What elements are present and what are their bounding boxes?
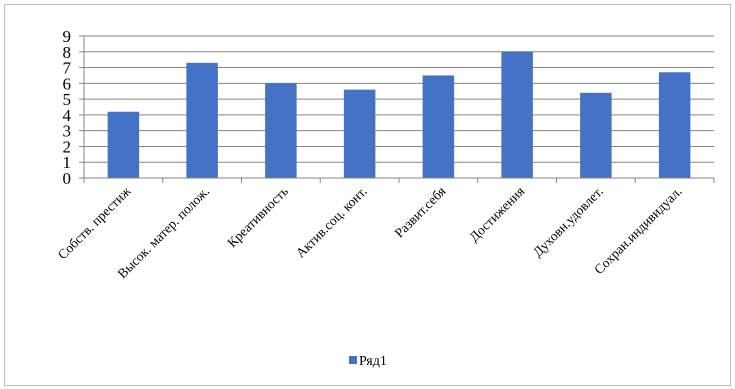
x-tick-label: Креативность <box>224 184 291 251</box>
x-tick-label: Духовн.удовлет. <box>530 184 606 260</box>
axes <box>83 36 715 183</box>
bar <box>186 62 218 179</box>
y-tick-label: 4 <box>63 106 72 125</box>
x-tick-label: Развит.себя <box>392 184 449 241</box>
gridlines <box>79 35 714 179</box>
y-tick-label: 3 <box>63 122 72 141</box>
y-tick-label: 9 <box>63 27 72 46</box>
legend-label: Ряд1 <box>359 354 387 369</box>
bar <box>265 83 297 178</box>
legend: Ряд1 <box>349 354 387 369</box>
y-tick-label: 0 <box>63 169 72 188</box>
x-tick-label: Достижения <box>466 184 527 245</box>
y-tick-label: 1 <box>63 153 72 172</box>
x-tick-label: Актив.соц. конт. <box>293 184 370 261</box>
legend-swatch <box>349 356 357 364</box>
bars <box>107 51 691 179</box>
x-tick-label: Собств. престиж <box>55 183 134 262</box>
bar <box>580 92 612 178</box>
y-tick-label: 7 <box>63 59 72 78</box>
bar <box>501 51 533 178</box>
x-tick-label: Сохран.индивидуал. <box>591 184 685 278</box>
bar <box>422 75 455 178</box>
bar <box>343 89 376 178</box>
bar <box>658 72 691 178</box>
bar <box>107 111 140 178</box>
y-tick-label: 5 <box>63 90 72 109</box>
y-tick-label: 8 <box>63 43 72 62</box>
y-tick-label: 2 <box>63 137 72 156</box>
y-tick-label: 6 <box>63 74 72 93</box>
